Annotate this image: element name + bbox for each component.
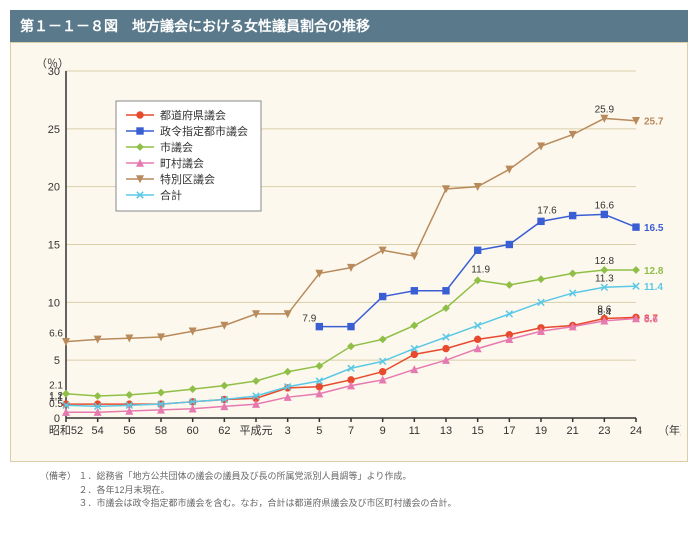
svg-text:23: 23 (598, 425, 610, 437)
svg-text:1.1: 1.1 (49, 392, 63, 403)
svg-text:12.8: 12.8 (595, 256, 615, 267)
svg-text:3: 3 (285, 425, 291, 437)
svg-text:13: 13 (440, 425, 452, 437)
svg-text:17: 17 (503, 425, 515, 437)
svg-text:7.9: 7.9 (302, 314, 316, 325)
svg-text:56: 56 (123, 425, 135, 437)
svg-text:6.6: 6.6 (49, 329, 63, 340)
svg-text:2.1: 2.1 (49, 381, 63, 392)
svg-text:市議会: 市議会 (160, 140, 193, 154)
svg-text:5: 5 (54, 355, 60, 367)
svg-text:合計: 合計 (160, 188, 182, 202)
svg-text:16.6: 16.6 (595, 200, 615, 211)
note-1: １．総務省「地方公共団体の議会の議員及び長の所属党派別人員調等」より作成。 (79, 471, 412, 481)
svg-text:11.9: 11.9 (471, 264, 490, 275)
svg-text:12.8: 12.8 (644, 266, 664, 277)
svg-text:60: 60 (187, 425, 199, 437)
note-3: ３．市議会は政令指定都市議会を含む。なお，合計は都道府県議会及び市区町村議会の合… (79, 498, 457, 508)
svg-text:15: 15 (48, 240, 60, 252)
svg-text:8.6: 8.6 (644, 315, 658, 326)
svg-text:15: 15 (472, 425, 484, 437)
svg-text:25.9: 25.9 (595, 104, 615, 115)
notes-prefix: （備考） (40, 471, 76, 481)
svg-text:17.6: 17.6 (537, 205, 557, 216)
svg-text:昭和52: 昭和52 (49, 424, 83, 437)
svg-text:30: 30 (48, 66, 60, 78)
svg-text:都道府県議会: 都道府県議会 (160, 108, 226, 122)
svg-text:19: 19 (535, 425, 547, 437)
svg-text:20: 20 (48, 182, 60, 194)
svg-text:58: 58 (155, 425, 167, 437)
svg-text:政令指定都市議会: 政令指定都市議会 (160, 124, 248, 138)
svg-text:25.7: 25.7 (644, 117, 664, 128)
svg-text:平成元: 平成元 (240, 424, 273, 437)
svg-text:（年）: （年） (658, 423, 681, 437)
svg-text:特別区議会: 特別区議会 (160, 172, 215, 186)
svg-text:10: 10 (48, 297, 60, 309)
svg-text:11: 11 (409, 425, 420, 437)
footnotes: （備考） １．総務省「地方公共団体の議会の議員及び長の所属党派別人員調等」より作… (10, 462, 688, 519)
svg-text:8.4: 8.4 (597, 307, 611, 318)
svg-text:町村議会: 町村議会 (160, 156, 204, 170)
svg-text:11.4: 11.4 (644, 282, 663, 293)
svg-text:62: 62 (218, 425, 230, 437)
svg-text:11.3: 11.3 (595, 273, 614, 284)
chart-container: （％）051015202530昭和525456586062平成元35791113… (10, 42, 688, 462)
svg-text:54: 54 (92, 425, 104, 437)
svg-text:0: 0 (54, 413, 60, 425)
svg-text:16.5: 16.5 (644, 223, 664, 234)
svg-text:24: 24 (630, 425, 642, 437)
line-chart: （％）051015202530昭和525456586062平成元35791113… (21, 53, 681, 453)
svg-text:9: 9 (380, 425, 386, 437)
svg-text:25: 25 (48, 124, 60, 136)
chart-title: 第１－１－８図 地方議会における女性議員割合の推移 (10, 10, 688, 42)
note-2: ２．各年12月末現在。 (79, 485, 170, 495)
svg-text:5: 5 (316, 425, 322, 437)
svg-text:21: 21 (567, 425, 579, 437)
svg-text:7: 7 (348, 425, 354, 437)
